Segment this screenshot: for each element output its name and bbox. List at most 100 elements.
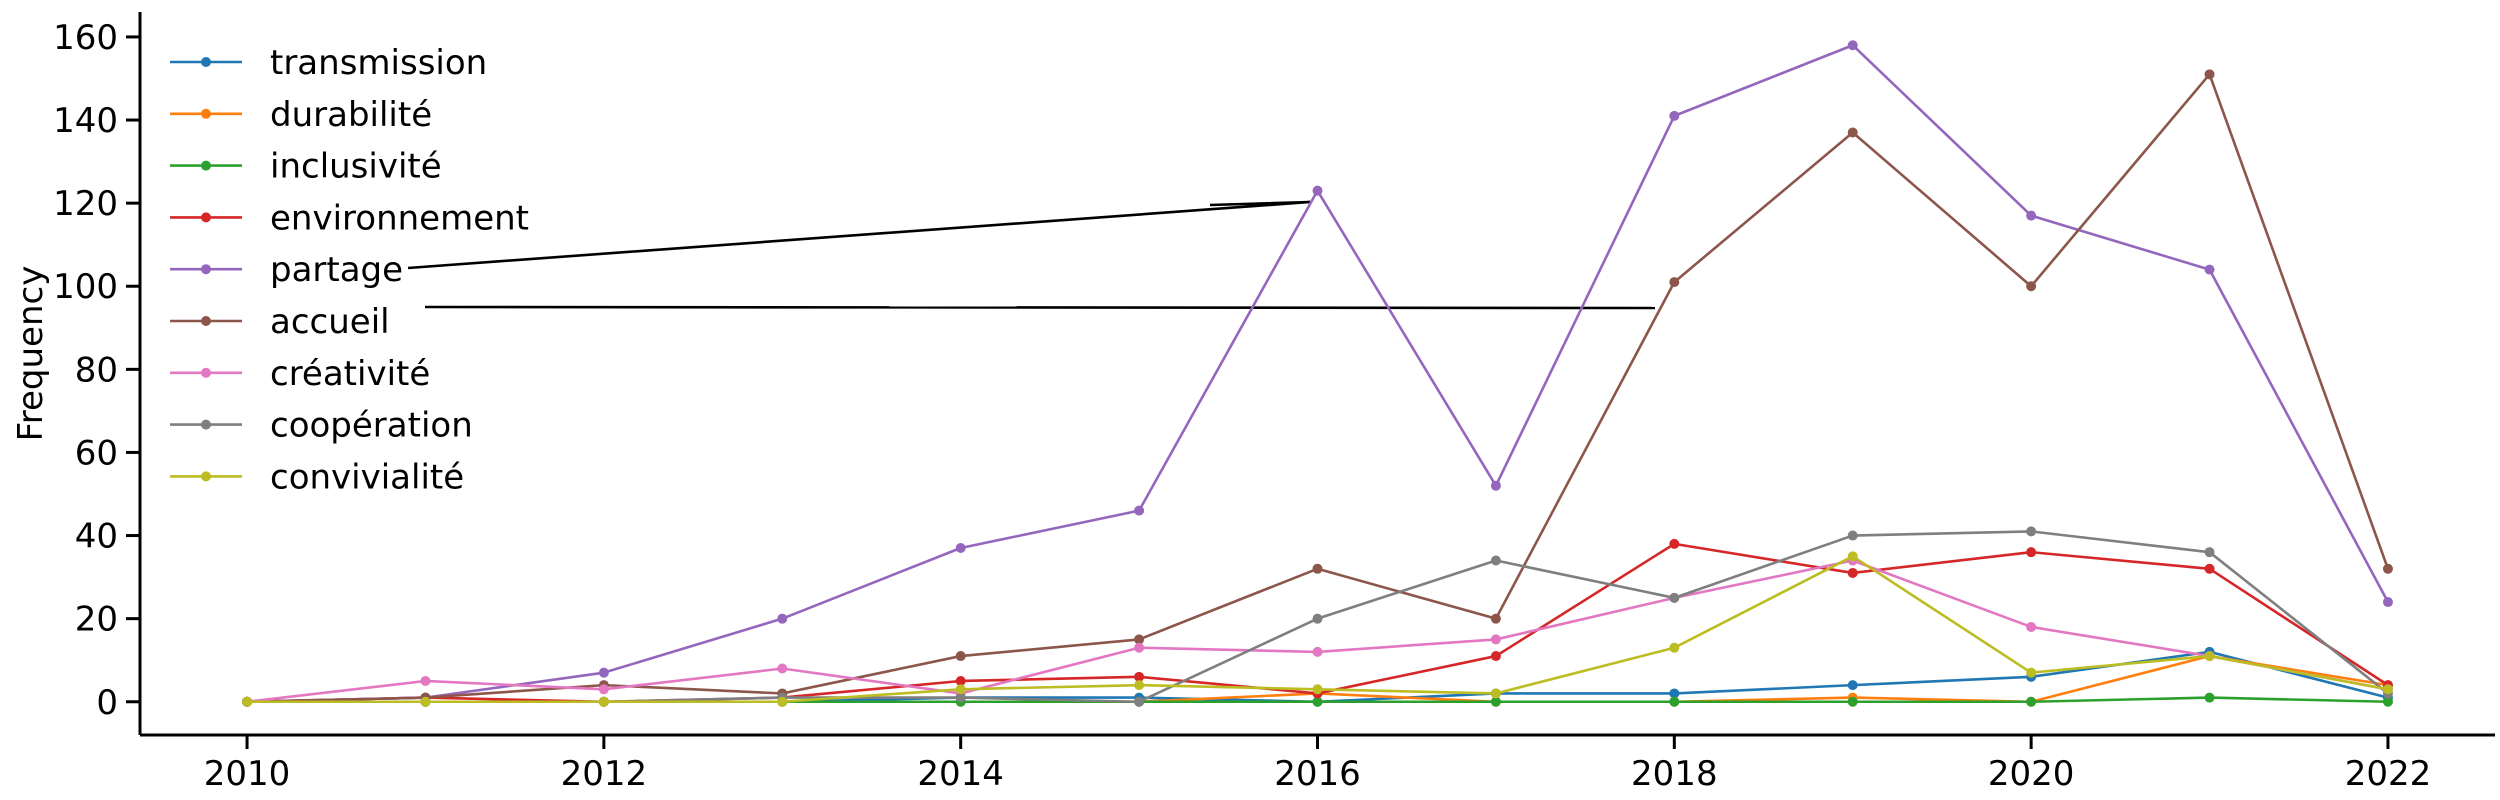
- series-line: [247, 73, 2390, 704]
- data-point: [2026, 547, 2037, 558]
- data-point: [1490, 696, 1501, 707]
- data-point: [955, 692, 966, 703]
- data-point: [1490, 480, 1501, 491]
- legend-label: coopération: [270, 406, 473, 446]
- data-point: [1134, 680, 1145, 691]
- legend-swatch-marker: [201, 212, 211, 223]
- x-tick-label: 2010: [204, 754, 291, 794]
- legend-label: créativité: [270, 354, 430, 394]
- data-point: [1490, 651, 1501, 662]
- x-tick-label: 2018: [1631, 754, 1718, 794]
- data-point: [2204, 692, 2215, 703]
- data-point: [2382, 696, 2393, 707]
- legend-label: durabilité: [270, 95, 432, 135]
- data-point: [1669, 642, 1680, 653]
- legend-entry: accueil: [170, 302, 390, 342]
- data-point: [2382, 597, 2393, 608]
- data-point: [2204, 651, 2215, 662]
- data-point: [1312, 684, 1323, 695]
- data-point: [2204, 563, 2215, 574]
- data-point: [777, 696, 788, 707]
- data-point: [1312, 563, 1323, 574]
- x-tick-label: 2012: [561, 754, 648, 794]
- data-point: [1490, 613, 1501, 624]
- legend-label: accueil: [270, 302, 390, 342]
- series-partage: [242, 40, 2393, 707]
- y-tick-label: 120: [53, 184, 118, 224]
- legend-entry: inclusivité: [170, 147, 442, 187]
- data-point: [2204, 264, 2215, 275]
- y-tick-label: 0: [96, 683, 118, 723]
- data-point: [1134, 634, 1145, 645]
- x-tick-label: 2020: [1988, 754, 2075, 794]
- legend-swatch-marker: [201, 419, 211, 430]
- data-point: [1847, 40, 1858, 51]
- data-point: [1134, 671, 1145, 682]
- legend-entry: convivialité: [170, 457, 464, 497]
- data-point: [1669, 688, 1680, 699]
- data-point: [1847, 530, 1858, 541]
- data-point: [1669, 277, 1680, 288]
- data-point: [1312, 613, 1323, 624]
- data-point: [1847, 551, 1858, 562]
- legend-entry: partage: [170, 250, 403, 290]
- data-point: [1312, 696, 1323, 707]
- series: [242, 40, 2393, 707]
- series-convivialité: [242, 551, 2393, 707]
- data-point: [2204, 547, 2215, 558]
- series-créativité: [242, 555, 2393, 707]
- legend-entry: créativité: [170, 354, 430, 394]
- legend-label: inclusivité: [270, 147, 442, 187]
- legend-swatch-marker: [201, 471, 211, 482]
- data-point: [1490, 634, 1501, 645]
- data-point: [2204, 69, 2215, 80]
- series-line: [247, 555, 2389, 704]
- data-point: [598, 696, 609, 707]
- data-point: [2382, 563, 2393, 574]
- x-tick-label: 2014: [917, 754, 1004, 794]
- data-point: [955, 543, 966, 554]
- y-tick-label: 80: [75, 350, 118, 390]
- data-point: [1490, 688, 1501, 699]
- data-point: [777, 663, 788, 674]
- data-point: [2026, 281, 2037, 292]
- x-tick-label: 2022: [2345, 754, 2432, 794]
- legend: transmission durabilité inclusivité environ…: [170, 43, 529, 497]
- data-point: [2382, 684, 2393, 695]
- y-tick-label: 160: [53, 18, 118, 58]
- legend-label: convivialité: [270, 457, 464, 497]
- data-point: [1669, 110, 1680, 121]
- data-point: [2026, 621, 2037, 632]
- data-point: [1847, 127, 1858, 138]
- legend-entry: coopération: [170, 406, 473, 446]
- legend-label: environnement: [270, 198, 529, 238]
- legend-label: transmission: [270, 43, 487, 83]
- data-point: [955, 651, 966, 662]
- legend-swatch-marker: [201, 367, 211, 378]
- legend-swatch-marker: [201, 57, 211, 67]
- legend-entry: environnement: [170, 198, 529, 238]
- ticks: 2010 2012 2014 2016 2018 2020 2022 0 20 40 60 80 100…: [53, 18, 2431, 794]
- data-point: [1312, 646, 1323, 657]
- series-line: [247, 43, 2390, 704]
- legend-label: partage: [270, 250, 403, 290]
- data-point: [1134, 642, 1145, 653]
- legend-swatch-marker: [201, 264, 211, 275]
- data-point: [2026, 526, 2037, 537]
- legend-swatch-marker: [201, 160, 211, 171]
- data-point: [955, 675, 966, 686]
- data-point: [1312, 185, 1323, 196]
- data-point: [1847, 696, 1858, 707]
- y-tick-label: 40: [75, 517, 118, 557]
- annotation-arrow-partage: [407, 200, 1311, 270]
- data-point: [420, 696, 431, 707]
- data-point: [598, 667, 609, 678]
- data-point: [1669, 538, 1680, 549]
- data-point: [420, 675, 431, 686]
- data-point: [2026, 210, 2037, 221]
- data-point: [777, 613, 788, 624]
- y-tick-label: 20: [75, 600, 118, 640]
- annotation-lines: [407, 200, 1656, 310]
- y-tick-label: 140: [53, 101, 118, 141]
